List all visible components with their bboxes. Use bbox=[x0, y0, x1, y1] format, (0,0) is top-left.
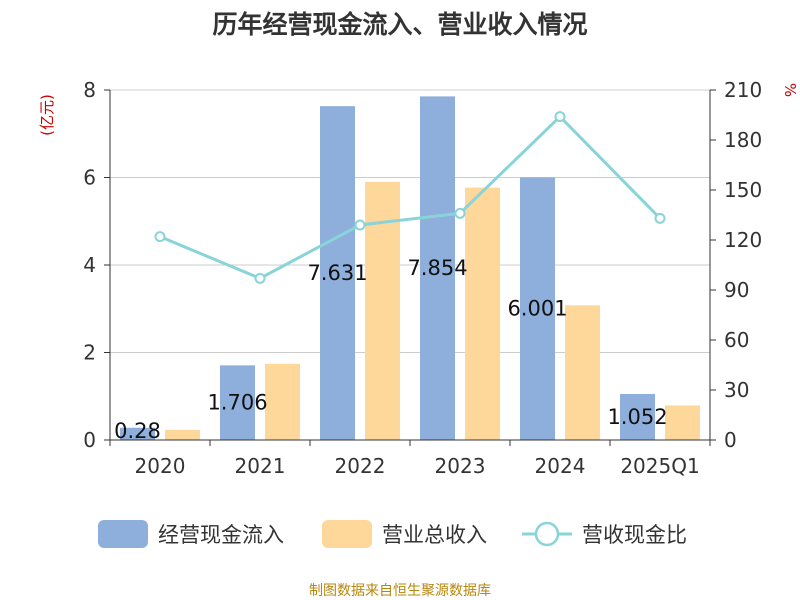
x-tick-label: 2021 bbox=[235, 454, 286, 478]
right-tick-label: 210 bbox=[724, 78, 762, 102]
right-axis-unit: % bbox=[781, 83, 799, 97]
x-tick-label: 2025Q1 bbox=[620, 454, 699, 478]
right-tick-label: 90 bbox=[724, 278, 749, 302]
ratio-point-2025Q1 bbox=[654, 212, 666, 224]
source-note: 制图数据来自恒生聚源数据库 bbox=[309, 583, 491, 599]
x-tick-label: 2024 bbox=[535, 454, 586, 478]
legend-swatch-0 bbox=[98, 520, 148, 548]
bar-value-label: 7.631 bbox=[307, 261, 367, 285]
legend-label: 营业总收入 bbox=[382, 523, 487, 547]
bar-0-2023 bbox=[420, 96, 455, 440]
right-tick-label: 120 bbox=[724, 228, 762, 252]
left-tick-label: 8 bbox=[83, 78, 96, 102]
ratio-line bbox=[154, 111, 666, 284]
legend-label: 营收现金比 bbox=[582, 523, 687, 547]
bar-value-label: 0.28 bbox=[114, 419, 161, 443]
ratio-point-2023 bbox=[454, 207, 466, 219]
bar-0-2022 bbox=[320, 106, 355, 441]
bar-0-2021 bbox=[220, 365, 255, 440]
x-tick-label: 2022 bbox=[335, 454, 386, 478]
ratio-point-2021 bbox=[254, 272, 266, 284]
x-tick-label: 2020 bbox=[135, 454, 186, 478]
left-tick-label: 2 bbox=[83, 341, 96, 365]
right-tick-label: 150 bbox=[724, 178, 762, 202]
ratio-point-2020 bbox=[154, 231, 166, 243]
x-tick-label: 2023 bbox=[435, 454, 486, 478]
bar-value-label: 1.052 bbox=[607, 405, 667, 429]
bar-1-2021 bbox=[265, 363, 300, 440]
right-tick-label: 60 bbox=[724, 328, 749, 352]
bar-1-2024 bbox=[565, 305, 600, 440]
bar-labels: 0.28 1.706 7.631 7.854 6.001 1.052 bbox=[114, 256, 667, 443]
left-tick-label: 6 bbox=[83, 166, 96, 190]
bar-1-2020 bbox=[165, 429, 200, 440]
bar-value-label: 1.706 bbox=[207, 391, 267, 415]
bar-0-2020 bbox=[120, 427, 155, 440]
axes: 0 2 4 6 8 0 30 60 90 120 150 180 210 2020 2021 2022 2023… bbox=[83, 78, 762, 478]
legend-label: 经营现金流入 bbox=[158, 523, 284, 547]
ratio-point-2022 bbox=[354, 219, 366, 231]
ratio-point-2024 bbox=[554, 111, 566, 123]
bar-value-label: 6.001 bbox=[507, 297, 567, 321]
bar-1-2025Q1 bbox=[665, 405, 700, 440]
bars bbox=[120, 96, 700, 441]
legend-swatch-1 bbox=[322, 520, 372, 548]
grid-lines bbox=[110, 89, 710, 353]
bar-value-label: 7.854 bbox=[407, 256, 467, 280]
right-tick-label: 180 bbox=[724, 128, 762, 152]
legend-marker-2 bbox=[534, 521, 560, 547]
left-tick-label: 4 bbox=[83, 253, 96, 277]
right-tick-label: 0 bbox=[724, 428, 737, 452]
left-tick-label: 0 bbox=[83, 428, 96, 452]
ratio-line-path bbox=[159, 114, 662, 280]
bar-1-2023 bbox=[465, 187, 500, 440]
right-tick-label: 30 bbox=[724, 378, 749, 402]
bar-0-2024 bbox=[520, 177, 555, 441]
chart-title: 历年经营现金流入、营业收入情况 bbox=[212, 10, 587, 39]
bar-0-2025Q1 bbox=[620, 393, 655, 440]
left-axis-unit: (亿元) bbox=[38, 94, 56, 136]
legend: 经营现金流入 营业总收入 营收现金比 bbox=[98, 520, 687, 548]
